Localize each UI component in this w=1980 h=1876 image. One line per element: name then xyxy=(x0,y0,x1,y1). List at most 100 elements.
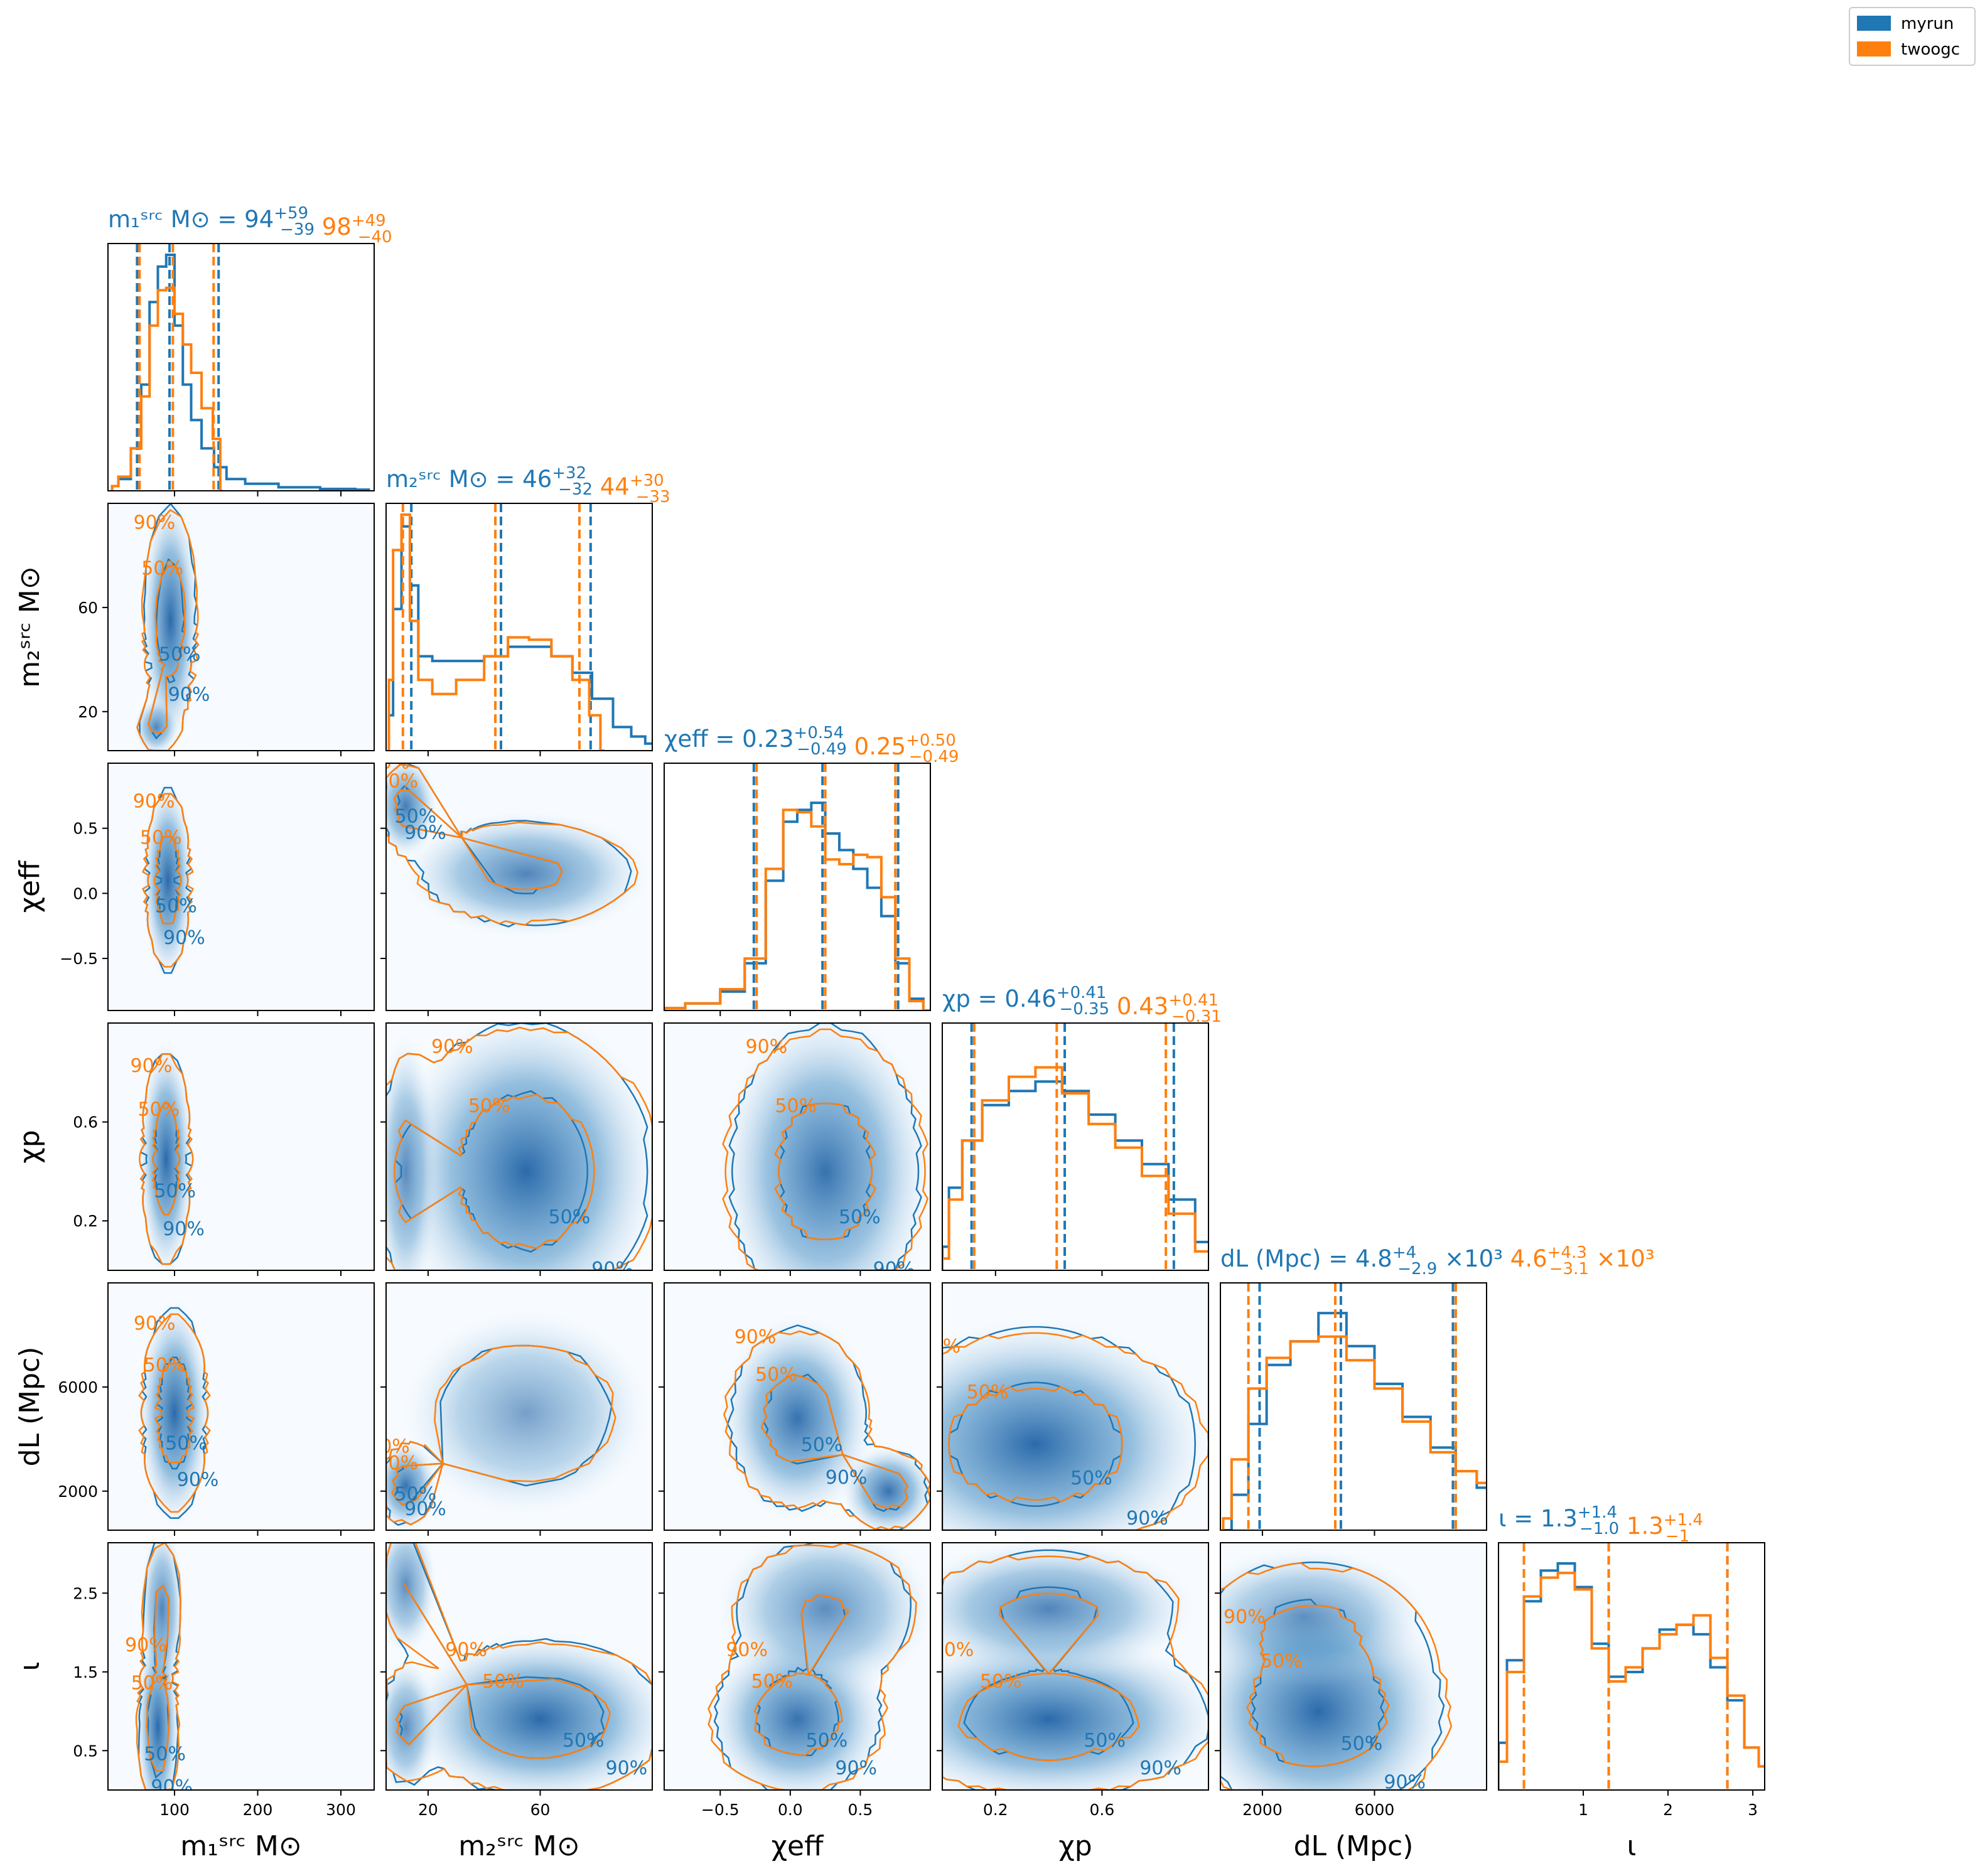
marginal-title-m2: m₂ˢʳᶜ M⊙ = 46+32 −32 44+30 −33 xyxy=(386,464,670,507)
contour-label-twoogc: 90% xyxy=(368,1435,410,1457)
marginal-title-m1: m₁ˢʳᶜ M⊙ = 94+59 −39 98+49 −40 xyxy=(108,204,392,247)
contour-twoogc-90 xyxy=(142,793,194,968)
contour-label-myrun: 90% xyxy=(835,1757,877,1779)
contour-twoogc-50 xyxy=(394,1093,595,1250)
contour-label-twoogc: 50% xyxy=(131,1672,173,1694)
panel-frame xyxy=(107,763,375,1011)
histogram-twoogc xyxy=(387,513,605,751)
x-tick-label-chi_eff: −0.5 xyxy=(701,1801,740,1819)
density-mode-1 xyxy=(1220,1547,1428,1686)
panel-grid: 50%90%50%90%50%90%50%90%50%90%50%90%50%9… xyxy=(107,243,1765,1793)
y-tick-label-d_L: 6000 xyxy=(58,1378,98,1396)
contour-twoogc-90 xyxy=(386,1026,652,1270)
panel-chi_eff-iota: 50% 90% 50% 90% xyxy=(664,1542,931,1791)
density-mode-0 xyxy=(717,1023,930,1270)
contour-label-twoogc: 50% xyxy=(1261,1650,1303,1672)
y-tick-label-m2: 60 xyxy=(78,599,98,617)
panel-frame xyxy=(385,1282,653,1531)
density-mode-1 xyxy=(717,1543,930,1696)
contour-label-myrun: 50% xyxy=(1341,1733,1383,1755)
contour-label-myrun: 90% xyxy=(606,1757,648,1779)
x-tick-label-d_L: 2000 xyxy=(1242,1801,1283,1819)
y-axis-label-chi_p: χp xyxy=(14,1130,46,1163)
contour-label-twoogc: 90% xyxy=(134,1313,176,1335)
panel-background xyxy=(386,503,652,751)
contour-twoogc-90 xyxy=(136,508,200,751)
x-tick-label-iota: 3 xyxy=(1748,1801,1758,1819)
contour-label-myrun: 50% xyxy=(165,1432,207,1454)
contour-twoogc-50 xyxy=(957,1592,1140,1761)
contour-label-myrun: 90% xyxy=(1139,1757,1181,1779)
legend-label-twoogc: twoogc xyxy=(1901,40,1960,59)
contour-twoogc-50 xyxy=(760,1373,908,1509)
contour-label-myrun: 90% xyxy=(1384,1771,1426,1793)
contour-label-twoogc: 90% xyxy=(368,752,410,774)
y-tick-label-chi_eff: −0.5 xyxy=(60,950,98,968)
x-tick-label-m1: 100 xyxy=(159,1801,190,1819)
contour-twoogc-90 xyxy=(708,1543,917,1790)
contour-twoogc-90 xyxy=(139,1053,194,1265)
x-tick-label-m2: 20 xyxy=(418,1801,438,1819)
x-tick-label-iota: 1 xyxy=(1578,1801,1588,1819)
panel-frame xyxy=(942,1282,1209,1531)
panel-frame xyxy=(664,1282,931,1531)
panel-d_L-d_L xyxy=(1220,1282,1487,1531)
density-mode-2 xyxy=(386,1658,437,1790)
contour-twoogc-50 xyxy=(774,1102,876,1240)
contour-twoogc-90 xyxy=(386,1344,616,1526)
contour-twoogc-50 xyxy=(393,789,563,891)
contour-label-myrun: 50% xyxy=(155,895,197,917)
panel-m1-chi_p: 50% 90% 50% 90% xyxy=(107,1022,375,1271)
contour-label-twoogc: 90% xyxy=(445,1639,487,1661)
x-tick-label-iota: 2 xyxy=(1663,1801,1673,1819)
contour-label-twoogc: 50% xyxy=(755,1364,797,1386)
contour-label-myrun: 50% xyxy=(159,644,201,666)
contour-label-twoogc: 50% xyxy=(144,1354,186,1376)
density-mode-1 xyxy=(942,1543,1195,1678)
contour-twoogc-50 xyxy=(153,836,182,925)
legend-swatch-twoogc xyxy=(1857,41,1891,56)
axis-labels: m₂ˢʳᶜ M⊙ χeff χp dL (Mpc) ι m₁ˢʳᶜ M⊙ m₂ˢʳᶜ M⊙ χ… xyxy=(14,566,1636,1862)
density-mode-0 xyxy=(139,1039,194,1270)
panel-frame xyxy=(107,1282,375,1531)
contour-label-myrun: 50% xyxy=(806,1730,848,1752)
panel-m1-d_L: 50% 90% 50% 90% xyxy=(107,1282,375,1531)
y-tick-label-d_L: 2000 xyxy=(58,1482,98,1501)
contour-label-twoogc: 90% xyxy=(133,791,175,813)
panel-m2-chi_p: 50% 90% 50% 90% xyxy=(385,1022,653,1271)
contour-twoogc-50 xyxy=(151,1102,181,1216)
panel-frame xyxy=(1220,1542,1487,1791)
contour-label-twoogc: 50% xyxy=(775,1095,817,1117)
panel-frame xyxy=(942,1542,1209,1791)
x-axis-label-chi_p: χp xyxy=(1058,1830,1092,1862)
density-mode-0 xyxy=(404,1632,652,1790)
contour-twoogc-90 xyxy=(942,1555,1208,1790)
y-tick-label-chi_eff: 0.5 xyxy=(73,820,98,838)
contour-twoogc-90 xyxy=(386,1543,652,1790)
contour-label-twoogc: 90% xyxy=(131,1055,173,1077)
contour-label-twoogc: 90% xyxy=(125,1634,167,1656)
histogram-twoogc xyxy=(942,1066,1208,1270)
y-tick-label-chi_p: 0.2 xyxy=(73,1212,98,1230)
contour-twoogc-50 xyxy=(154,1363,195,1464)
contour-label-twoogc: 90% xyxy=(746,1036,788,1058)
contour-twoogc-50 xyxy=(390,1462,444,1506)
contour-twoogc-90 xyxy=(942,1332,1208,1530)
contour-label-myrun: 90% xyxy=(1126,1508,1168,1530)
x-tick-label-chi_p: 0.6 xyxy=(1090,1801,1115,1819)
y-tick-label-chi_p: 0.6 xyxy=(73,1113,98,1132)
panel-m1-m1 xyxy=(107,243,375,491)
contour-label-twoogc: 90% xyxy=(134,512,176,534)
contour-label-myrun: 50% xyxy=(395,806,437,828)
x-tick-label-m2: 60 xyxy=(530,1801,551,1819)
marginal-titles: m₁ˢʳᶜ M⊙ = 94+59 −39 98+49 −40 m₂ˢʳᶜ M⊙ = 4… xyxy=(108,204,1703,1546)
tick-layer: 20 60 −0.5 0.0 0.5 0.2 0.6 2000 6000 0.5 1.5 2.5 100… xyxy=(58,491,1758,1819)
legend-label-myrun: myrun xyxy=(1901,14,1954,33)
panel-m1-iota: 50% 90% 50% 90% xyxy=(107,1542,375,1791)
contour-twoogc-90 xyxy=(1220,1562,1453,1790)
contour-label-myrun: 50% xyxy=(395,1484,437,1506)
contour-label-myrun: 50% xyxy=(1084,1730,1126,1752)
contour-label-myrun: 50% xyxy=(1070,1467,1112,1489)
contour-label-myrun: 50% xyxy=(154,1180,196,1202)
